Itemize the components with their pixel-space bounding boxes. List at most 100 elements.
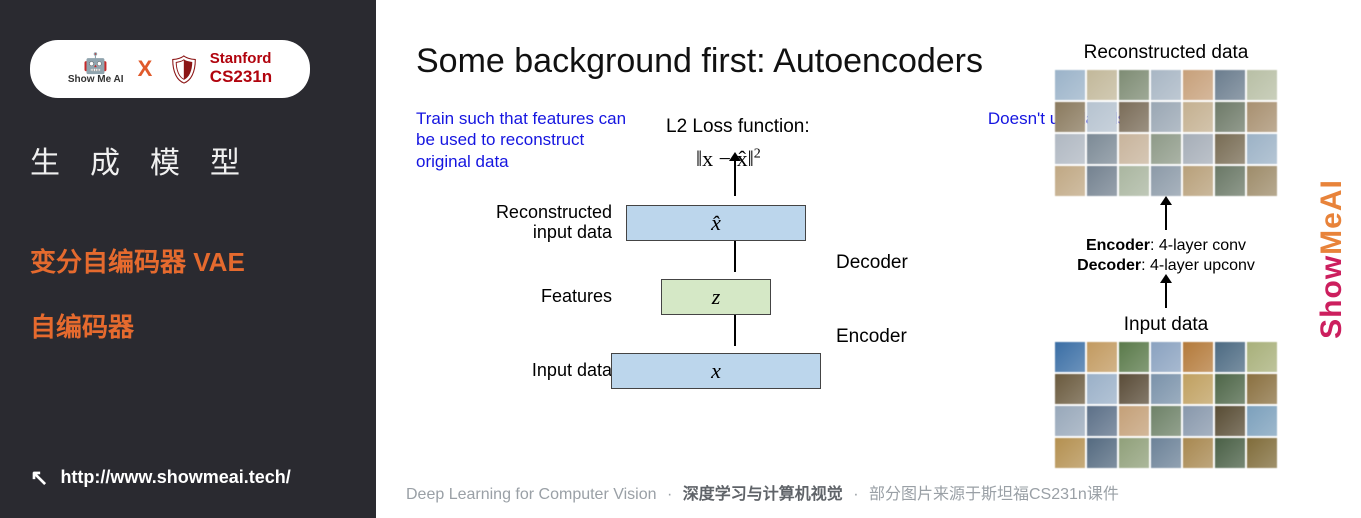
label-decoder: Decoder: [836, 252, 908, 274]
image-thumb: [1087, 70, 1117, 100]
image-thumb: [1087, 102, 1117, 132]
input-image-grid: [1041, 342, 1291, 468]
image-thumb: [1119, 406, 1149, 436]
image-thumb: [1183, 70, 1213, 100]
image-thumb: [1055, 374, 1085, 404]
subtitle-ae: 自编码器: [30, 307, 346, 344]
image-thumb: [1183, 406, 1213, 436]
image-thumb: [1055, 102, 1085, 132]
label-input: Input data: [476, 361, 626, 381]
enc-bold: Encoder: [1086, 237, 1150, 254]
brand-show: Show: [1315, 255, 1348, 339]
image-thumb: [1119, 102, 1149, 132]
image-thumb: [1151, 134, 1181, 164]
image-thumb: [1215, 134, 1245, 164]
footer-right: 部分图片来源于斯坦福CS231n课件: [869, 486, 1119, 503]
image-thumb: [1183, 166, 1213, 196]
showmeai-logo: 🤖 Show Me AI: [68, 54, 124, 85]
image-thumb: [1119, 166, 1149, 196]
image-thumb: [1215, 374, 1245, 404]
image-thumb: [1151, 166, 1181, 196]
image-thumb: [1055, 438, 1085, 468]
image-thumb: [1247, 374, 1277, 404]
image-thumb: [1055, 70, 1085, 100]
label-encoder: Encoder: [836, 326, 907, 348]
footer: Deep Learning for Computer Vision · 深度学习…: [406, 480, 1301, 504]
image-thumb: [1087, 342, 1117, 372]
stanford-label: Stanford: [210, 51, 272, 68]
row-features: Features z: [476, 274, 821, 320]
image-thumb: [1215, 102, 1245, 132]
input-header: Input data: [1041, 314, 1291, 336]
url-text: http://www.showmeai.tech/: [60, 467, 290, 488]
box-xhat: x̂: [626, 205, 806, 241]
image-thumb: [1087, 134, 1117, 164]
subtitle-vae-en: VAE: [193, 247, 245, 277]
image-thumb: [1119, 70, 1149, 100]
subtitle-vae: 变分自编码器 VAE: [30, 242, 346, 279]
autoencoder-stack: Reconstructed input data x̂ Features z I…: [476, 200, 821, 422]
arrow-up-recon: [1165, 204, 1167, 230]
image-thumb: [1215, 342, 1245, 372]
image-thumb: [1215, 70, 1245, 100]
image-thumb: [1119, 438, 1149, 468]
course-label: CS231n: [210, 68, 272, 87]
enc-desc: : 4-layer conv: [1150, 237, 1246, 254]
image-thumb: [1247, 166, 1277, 196]
image-thumb: [1247, 134, 1277, 164]
label-recon: Reconstructed input data: [476, 203, 626, 243]
robot-icon: 🤖: [83, 54, 108, 74]
cn-main-title: 生成模型: [30, 138, 346, 182]
arrow-up-input: [1165, 282, 1167, 308]
image-thumb: [1087, 438, 1117, 468]
brand-vertical: ShowMeAI: [1315, 179, 1349, 339]
row-input: Input data x: [476, 348, 821, 394]
image-thumb: [1183, 342, 1213, 372]
image-thumb: [1151, 70, 1181, 100]
footer-left: Deep Learning for Computer Vision: [406, 486, 657, 503]
image-thumb: [1215, 166, 1245, 196]
image-thumb: [1247, 342, 1277, 372]
dec-bold: Decoder: [1077, 257, 1141, 274]
image-thumb: [1087, 166, 1117, 196]
box-z: z: [661, 279, 771, 315]
slide-title: Some background first: Autoencoders: [416, 42, 983, 81]
loss-label: L2 Loss function:: [666, 116, 810, 138]
image-thumb: [1183, 438, 1213, 468]
image-thumb: [1215, 406, 1245, 436]
image-thumb: [1151, 374, 1181, 404]
label-features: Features: [476, 287, 626, 307]
arrow-loss: [734, 160, 736, 196]
image-thumb: [1183, 134, 1213, 164]
image-thumb: [1247, 102, 1277, 132]
image-thumb: [1215, 438, 1245, 468]
image-thumb: [1119, 374, 1149, 404]
image-thumb: [1151, 406, 1181, 436]
image-thumb: [1183, 102, 1213, 132]
image-thumb: [1119, 342, 1149, 372]
image-thumb: [1087, 374, 1117, 404]
image-thumb: [1247, 70, 1277, 100]
image-thumb: [1247, 406, 1277, 436]
image-thumb: [1055, 342, 1085, 372]
badge-x: X: [138, 56, 153, 82]
image-thumb: [1183, 374, 1213, 404]
left-panel: 🤖 Show Me AI X 🛡 Stanford CS231n 生成模型 变分…: [0, 0, 376, 518]
stanford-shield-icon: 🛡: [166, 53, 202, 86]
image-thumb: [1151, 342, 1181, 372]
image-thumb: [1119, 134, 1149, 164]
showmeai-text: Show Me AI: [68, 74, 124, 85]
slide-panel: Some background first: Autoencoders Trai…: [376, 0, 1361, 518]
image-thumb: [1151, 102, 1181, 132]
row-recon: Reconstructed input data x̂: [476, 200, 821, 246]
box-x: x: [611, 353, 821, 389]
source-badge: 🤖 Show Me AI X 🛡 Stanford CS231n: [30, 40, 310, 98]
image-thumb: [1055, 406, 1085, 436]
footer-mid: 深度学习与计算机视觉: [683, 486, 843, 503]
note-train: Train such that features can be used to …: [416, 108, 636, 172]
image-thumb: [1087, 406, 1117, 436]
image-thumb: [1055, 166, 1085, 196]
dec-desc: : 4-layer upconv: [1141, 257, 1255, 274]
subtitle-vae-cn: 变分自编码器: [30, 247, 186, 277]
image-thumb: [1247, 438, 1277, 468]
